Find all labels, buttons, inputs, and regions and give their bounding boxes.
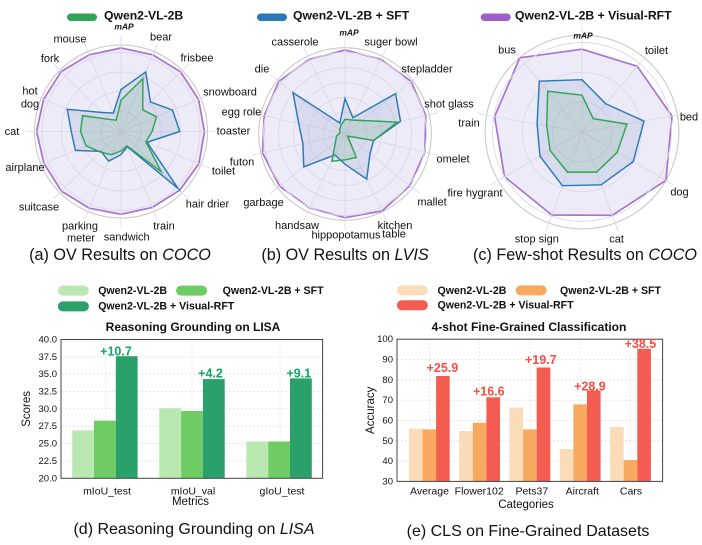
svg-text:garbage: garbage	[243, 197, 283, 209]
svg-text:Cars: Cars	[620, 486, 642, 498]
svg-text:Qwen2-VL-2B + SFT: Qwen2-VL-2B + SFT	[560, 285, 661, 297]
svg-text:Qwen2-VL-2B: Qwen2-VL-2B	[438, 285, 507, 297]
svg-text:mAP: mAP	[573, 31, 593, 41]
svg-text:Reasoning Grounding on LISA: Reasoning Grounding on LISA	[106, 320, 281, 334]
svg-text:stop sign: stop sign	[515, 234, 559, 246]
svg-text:cat: cat	[5, 126, 20, 138]
svg-text:40: 40	[382, 456, 393, 467]
svg-text:bed: bed	[680, 112, 698, 124]
svg-text:hair drier: hair drier	[186, 199, 230, 211]
svg-text:(b) OV Results on LVIS: (b) OV Results on LVIS	[261, 246, 429, 264]
svg-text:(a) OV Results on COCO: (a) OV Results on COCO	[29, 246, 211, 264]
svg-text:toilet: toilet	[212, 166, 235, 178]
svg-text:+4.2: +4.2	[198, 367, 223, 381]
svg-text:Aircraft: Aircraft	[566, 486, 599, 498]
svg-text:+28.9: +28.9	[574, 379, 606, 393]
svg-text:casserole: casserole	[271, 37, 318, 49]
svg-text:table: table	[382, 229, 406, 241]
svg-text:50: 50	[382, 436, 393, 447]
svg-text:fork: fork	[41, 53, 60, 65]
svg-text:die: die	[255, 64, 270, 76]
svg-text:4-shot Fine-Grained Classifica: 4-shot Fine-Grained Classification	[432, 320, 627, 334]
svg-text:Accuracy: Accuracy	[365, 386, 377, 434]
svg-text:(e) CLS on Fine-Grained Datase: (e) CLS on Fine-Grained Datasets	[407, 523, 650, 540]
svg-text:hot: hot	[22, 86, 37, 98]
svg-text:27.5: 27.5	[39, 421, 58, 432]
svg-text:+38.5: +38.5	[625, 337, 657, 351]
svg-text:omelet: omelet	[436, 154, 469, 166]
svg-text:Qwen2-VL-2B: Qwen2-VL-2B	[104, 9, 183, 23]
svg-text:30: 30	[382, 476, 393, 487]
svg-text:Scores: Scores	[21, 391, 33, 427]
svg-text:train: train	[458, 118, 479, 130]
svg-text:32.5: 32.5	[39, 387, 58, 398]
svg-text:bus: bus	[498, 45, 516, 57]
svg-text:Qwen2-VL-2B + SFT: Qwen2-VL-2B + SFT	[223, 285, 324, 297]
svg-text:mIoU_val: mIoU_val	[171, 486, 215, 498]
svg-text:sandwich: sandwich	[104, 232, 150, 244]
svg-text:snowboard: snowboard	[203, 87, 257, 99]
svg-text:22.5: 22.5	[39, 456, 58, 467]
svg-text:+9.1: +9.1	[286, 367, 311, 381]
svg-text:train: train	[153, 221, 174, 233]
svg-text:Pets37: Pets37	[516, 486, 549, 498]
svg-text:(c) Few-shot Results on COCO: (c) Few-shot Results on COCO	[473, 246, 697, 264]
svg-text:30.0: 30.0	[39, 404, 58, 415]
svg-text:handsaw: handsaw	[275, 220, 319, 232]
svg-text:frisbee: frisbee	[180, 53, 213, 65]
svg-text:suger bowl: suger bowl	[364, 37, 417, 49]
svg-text:dog: dog	[670, 187, 688, 199]
svg-text:60: 60	[382, 416, 393, 427]
svg-text:80: 80	[382, 375, 393, 386]
svg-text:toaster: toaster	[217, 126, 251, 138]
svg-text:Average: Average	[410, 486, 449, 498]
svg-text:+25.9: +25.9	[427, 361, 459, 375]
svg-text:Qwen2-VL-2B + Visual-RFT: Qwen2-VL-2B + Visual-RFT	[438, 300, 575, 312]
svg-text:40.0: 40.0	[39, 335, 58, 346]
svg-text:hippopotamus: hippopotamus	[311, 230, 381, 242]
svg-text:airplane: airplane	[5, 162, 44, 174]
svg-text:Qwen2-VL-2B: Qwen2-VL-2B	[98, 285, 167, 297]
svg-text:fire hygrant: fire hygrant	[447, 188, 502, 200]
svg-text:Qwen2-VL-2B + Visual-RFT: Qwen2-VL-2B + Visual-RFT	[98, 301, 235, 313]
svg-text:dog: dog	[21, 99, 39, 111]
svg-text:cat: cat	[609, 234, 624, 246]
svg-text:shot glass: shot glass	[424, 99, 474, 111]
svg-text:70: 70	[382, 395, 393, 406]
svg-text:Qwen2-VL-2B + Visual-RFT: Qwen2-VL-2B + Visual-RFT	[515, 9, 672, 23]
svg-text:kitchen: kitchen	[378, 220, 413, 232]
svg-text:mIoU_test: mIoU_test	[83, 486, 131, 498]
svg-text:90: 90	[382, 355, 393, 366]
svg-text:Qwen2-VL-2B + SFT: Qwen2-VL-2B + SFT	[293, 9, 410, 23]
svg-text:(d) Reasoning Grounding on LIS: (d) Reasoning Grounding on LISA	[73, 521, 314, 538]
svg-text:Metrics: Metrics	[172, 496, 209, 508]
svg-text:Categories: Categories	[498, 499, 554, 511]
svg-text:37.5: 37.5	[39, 352, 58, 363]
svg-text:egg role: egg role	[222, 107, 262, 119]
svg-text:suitcase: suitcase	[19, 202, 59, 214]
svg-text:Flower102: Flower102	[455, 486, 504, 498]
svg-text:toilet: toilet	[645, 45, 668, 57]
svg-text:20.0: 20.0	[39, 473, 58, 484]
svg-text:parking: parking	[62, 221, 98, 233]
svg-text:meter: meter	[67, 233, 95, 245]
svg-text:+19.7: +19.7	[525, 353, 557, 367]
svg-text:bear: bear	[150, 32, 172, 44]
svg-text:+16.6: +16.6	[473, 384, 505, 398]
svg-text:25.0: 25.0	[39, 439, 58, 450]
svg-text:mAP: mAP	[114, 22, 134, 32]
svg-text:futon: futon	[230, 157, 254, 169]
svg-text:+10.7: +10.7	[100, 345, 132, 359]
svg-text:gIoU_test: gIoU_test	[260, 486, 305, 498]
svg-text:mAP: mAP	[339, 28, 359, 38]
svg-text:mouse: mouse	[53, 34, 86, 46]
svg-text:100: 100	[377, 334, 393, 345]
svg-text:35.0: 35.0	[39, 369, 58, 380]
svg-text:mallet: mallet	[417, 197, 446, 209]
svg-text:stepladder: stepladder	[401, 64, 453, 76]
